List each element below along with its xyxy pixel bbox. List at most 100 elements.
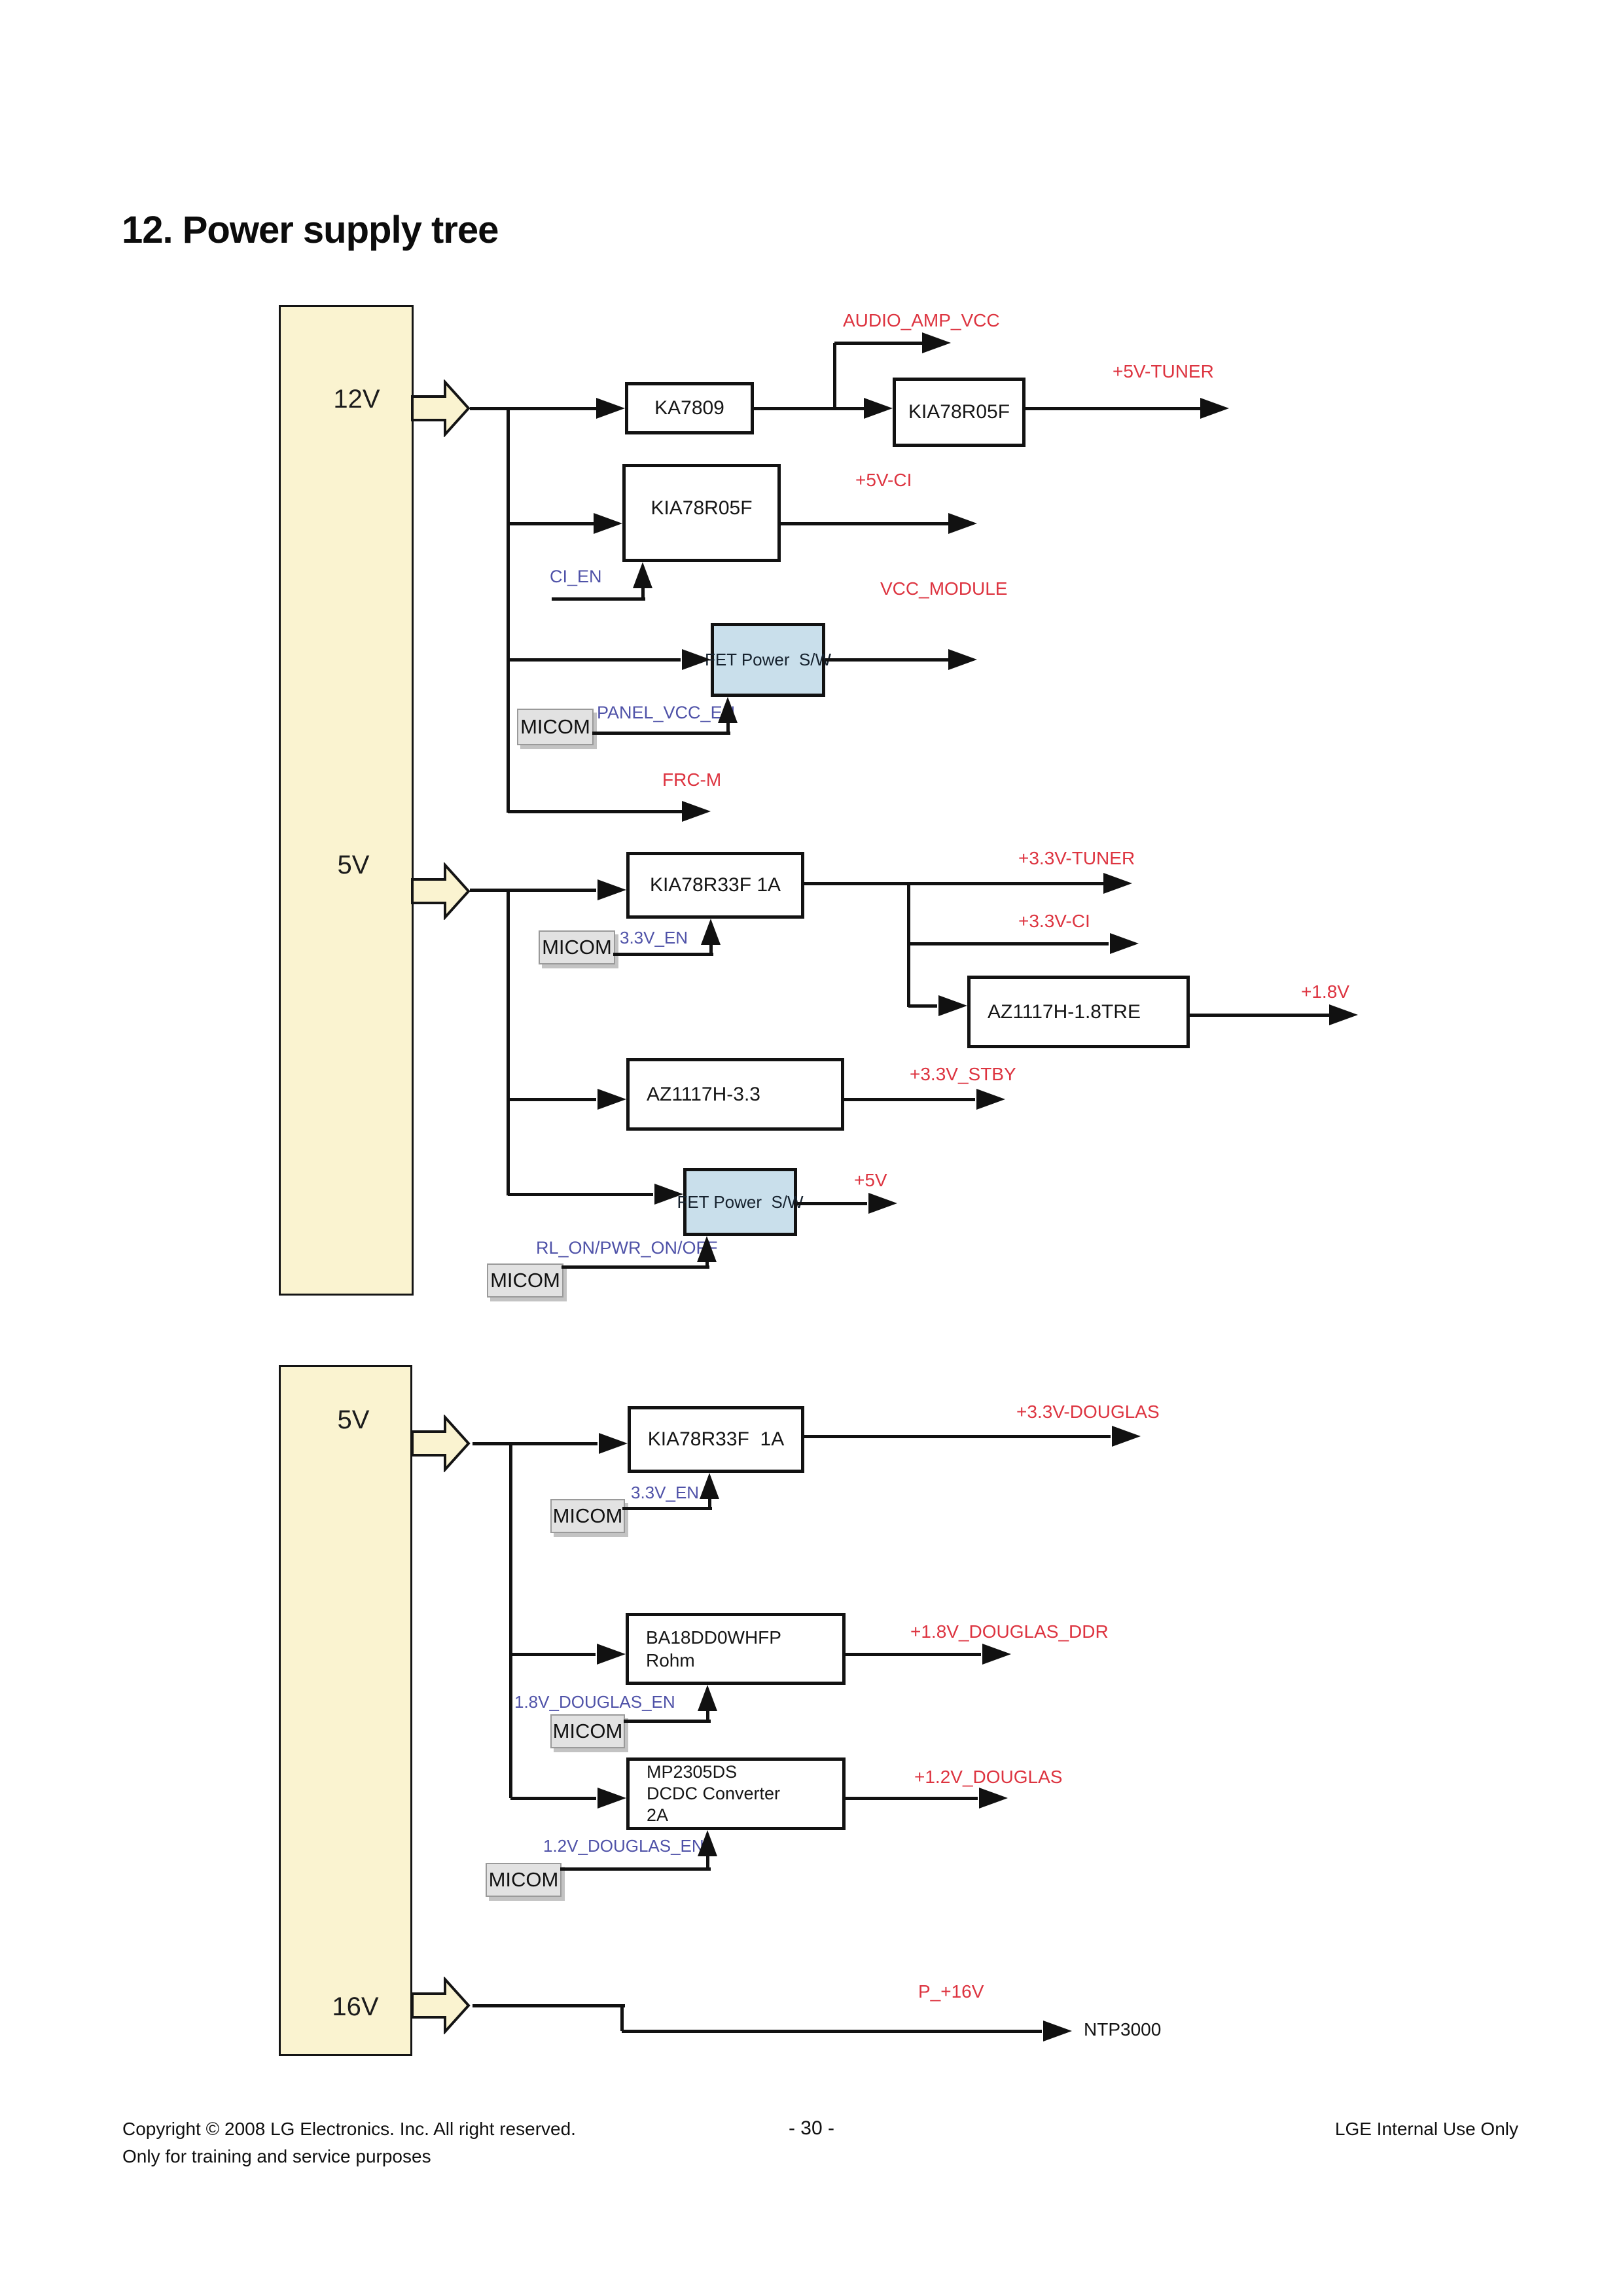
signal-33v-douglas: +3.3V-DOUGLAS <box>1016 1402 1160 1422</box>
block-micom: MICOM <box>550 1499 625 1533</box>
wire <box>844 1098 975 1101</box>
block-arrow-icon <box>411 1415 471 1472</box>
rail-12v-5v <box>279 305 414 1296</box>
arrowhead-icon <box>982 1644 1011 1665</box>
wire <box>908 942 1109 945</box>
signal-5v-ci: +5V-CI <box>855 470 912 490</box>
arrowhead-icon <box>682 649 711 670</box>
wire <box>552 597 645 601</box>
wire <box>624 1720 711 1723</box>
signal-5v: +5V <box>854 1170 887 1190</box>
wire <box>508 658 681 662</box>
enable-33v-en-bottom: 3.3V_EN <box>631 1483 700 1502</box>
block-mp2305ds: MP2305DS DCDC Converter 2A <box>626 1757 846 1830</box>
wire <box>509 1443 512 1798</box>
wire <box>508 1193 653 1196</box>
enable-18v-douglas-en: 1.8V_DOUGLAS_EN <box>514 1692 675 1712</box>
signal-audio-amp-vcc: AUDIO_AMP_VCC <box>843 310 1000 330</box>
arrowhead-icon <box>948 513 977 534</box>
wire <box>781 522 950 525</box>
wire <box>705 1260 709 1268</box>
enable-rl-on-pwr-on-off: RL_ON/PWR_ON/OFF <box>536 1238 718 1258</box>
wire <box>708 1497 711 1510</box>
arrowhead-icon <box>1103 873 1132 894</box>
arrowhead-icon <box>682 801 711 822</box>
block-arrow-icon <box>411 862 471 920</box>
wire <box>908 1004 937 1008</box>
block-kia78r33f-top: KIA78R33F 1A <box>626 852 804 919</box>
wire <box>797 1202 867 1205</box>
block-fet-power-sw-5v: FET Power S/W <box>677 1168 804 1236</box>
block-fet-power-sw-module: FET Power S/W <box>705 623 831 697</box>
block-kia78r33f-bottom: KIA78R33F 1A <box>628 1406 804 1473</box>
block-az1117h-18tre: AZ1117H-1.8TRE <box>967 976 1190 1048</box>
arrowhead-icon <box>701 919 721 945</box>
wire <box>622 2030 1042 2033</box>
wire <box>508 1098 596 1101</box>
wire <box>907 883 910 1007</box>
block-micom: MICOM <box>539 930 615 964</box>
footer-training: Only for training and service purposes <box>122 2146 431 2166</box>
footer-internal-use: LGE Internal Use Only <box>1334 2119 1518 2139</box>
block-kia78r05f-tuner: KIA78R05F <box>893 378 1026 447</box>
wire <box>622 1507 712 1510</box>
wire <box>508 522 595 525</box>
signal-vcc-module: VCC_MODULE <box>880 578 1008 599</box>
wire <box>473 1442 597 1445</box>
wire <box>560 1867 711 1871</box>
block-arrow-icon <box>411 1977 471 2034</box>
block-label-line: DCDC Converter <box>647 1784 781 1804</box>
arrowhead-icon <box>698 1830 717 1856</box>
wire <box>825 658 948 662</box>
enable-panel-vcc-en: PANEL_VCC_EN <box>597 703 736 722</box>
block-micom: MICOM <box>486 1863 562 1897</box>
wire <box>846 1653 981 1656</box>
arrowhead-icon <box>697 1236 717 1262</box>
arrowhead-icon <box>700 1473 719 1499</box>
arrowhead-icon <box>1112 1426 1141 1447</box>
signal-p-16v: P_+16V <box>918 1981 984 2002</box>
arrowhead-icon <box>597 879 626 900</box>
wire <box>641 584 645 600</box>
wire <box>562 1265 709 1269</box>
signal-12v-douglas: +1.2V_DOUGLAS <box>914 1767 1063 1787</box>
wire <box>613 953 713 956</box>
wire <box>510 1653 596 1656</box>
wire <box>706 1709 709 1722</box>
wire <box>620 2005 624 2031</box>
arrowhead-icon <box>1329 1004 1358 1025</box>
block-ba18dd0whfp: BA18DD0WHFP Rohm <box>626 1613 846 1685</box>
block-label-line: Rohm <box>646 1650 695 1670</box>
wire <box>473 2004 625 2007</box>
block-ka7809: KA7809 <box>625 382 754 434</box>
signal-5v-tuner: +5V-TUNER <box>1113 361 1214 381</box>
arrowhead-icon <box>864 398 893 419</box>
block-kia78r05f-ci: KIA78R05F <box>622 464 781 562</box>
arrowhead-icon <box>948 649 977 670</box>
arrowhead-icon <box>596 398 625 419</box>
signal-18v-douglas-ddr: +1.8V_DOUGLAS_DDR <box>910 1621 1109 1642</box>
arrowhead-icon <box>1043 2021 1072 2041</box>
block-micom: MICOM <box>517 709 594 745</box>
wire <box>592 732 730 735</box>
arrowhead-icon <box>654 1184 683 1205</box>
wire <box>508 810 683 813</box>
signal-ntp3000: NTP3000 <box>1084 2019 1162 2040</box>
wire <box>470 889 596 892</box>
wire <box>507 408 510 813</box>
arrowhead-icon <box>597 1089 626 1110</box>
wire <box>754 407 865 410</box>
wire <box>1190 1014 1329 1017</box>
footer-copyright: Copyright © 2008 LG Electronics. Inc. Al… <box>122 2119 576 2139</box>
arrowhead-icon <box>868 1193 897 1214</box>
wire <box>510 1797 596 1800</box>
wire <box>726 720 730 734</box>
arrowhead-icon <box>976 1089 1005 1110</box>
wire <box>804 882 1103 885</box>
signal-33v-stby: +3.3V_STBY <box>910 1064 1016 1084</box>
arrowhead-icon <box>1200 398 1229 419</box>
arrowhead-icon <box>698 1685 717 1711</box>
rail-label-12v: 12V <box>333 385 380 414</box>
arrowhead-icon <box>979 1788 1008 1809</box>
block-label-line: BA18DD0WHFP <box>646 1627 781 1648</box>
